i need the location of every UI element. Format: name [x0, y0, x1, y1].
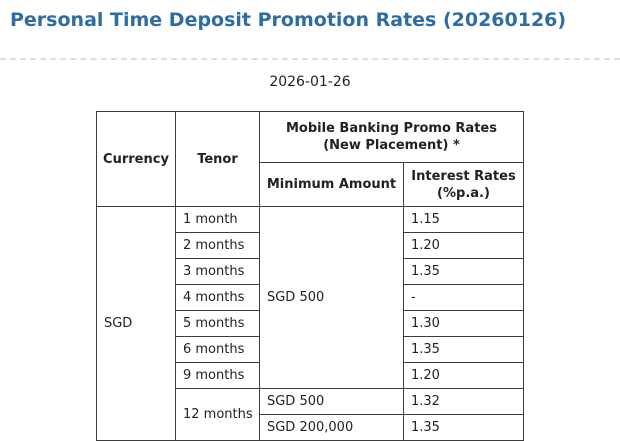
promo-group-line-2: (New Placement) * — [323, 138, 460, 153]
interest-rate-cell: 1.35 — [402, 258, 525, 285]
tenor-cell: 2 months — [174, 232, 260, 259]
header-cell-tenor: Tenor — [174, 111, 260, 207]
promo-group-line-1: Mobile Banking Promo Rates — [286, 121, 497, 136]
interest-rate-cell: 1.35 — [402, 414, 525, 441]
minimum-amount-cell: SGD 200,000 — [258, 414, 404, 441]
header-cell-currency: Currency — [95, 111, 176, 207]
table-header-row-2: Minimum Amount Interest Rates (%p.a.) — [96, 162, 525, 207]
header-cell-interest-rates: Interest Rates (%p.a.) — [402, 162, 525, 207]
interest-rate-cell: 1.35 — [402, 336, 525, 363]
tenor-cell: 3 months — [174, 258, 260, 285]
table-row: 2 months 1.20 — [96, 232, 525, 259]
table-row: 12 months SGD 500 1.32 — [96, 388, 525, 441]
interest-rate-cell: - — [402, 284, 525, 311]
table-row: 9 months 1.20 — [96, 362, 525, 389]
interest-rates-line-2: (%p.a.) — [437, 185, 490, 201]
interest-rate-cell: 1.15 — [402, 206, 525, 233]
tenor-cell: 12 months — [174, 388, 260, 441]
table-row: 4 months - — [96, 284, 525, 311]
minimum-amount-cell: SGD 500 — [258, 388, 404, 415]
header-cell-promo-group: Mobile Banking Promo Rates (New Placemen… — [258, 111, 525, 163]
header-cell-minimum-amount: Minimum Amount — [258, 162, 404, 207]
interest-rate-cell: 1.30 — [402, 310, 525, 337]
tenor-cell: 4 months — [174, 284, 260, 311]
tenor-cell: 6 months — [174, 336, 260, 363]
tenor-cell: 9 months — [174, 362, 260, 389]
interest-rates-line-1: Interest Rates — [411, 168, 516, 184]
tenor-cell: 1 month — [174, 206, 260, 233]
section-divider — [0, 58, 620, 60]
interest-rate-cell: 1.32 — [402, 388, 525, 415]
table-row: SGD 200,000 1.35 — [96, 414, 525, 441]
minimum-amount-cell: SGD 500 — [258, 206, 404, 389]
report-date: 2026-01-26 — [269, 74, 351, 90]
currency-cell: SGD — [95, 206, 176, 441]
interest-rate-cell: 1.20 — [402, 232, 525, 259]
interest-rate-cell: 1.20 — [402, 362, 525, 389]
table-row: SGD 1 month SGD 500 1.15 — [95, 206, 525, 441]
table-row: 5 months 1.30 — [96, 310, 525, 337]
promo-rates-table: Currency Tenor Mobile Banking Promo Rate… — [95, 111, 525, 441]
table-header-row-1: Currency Tenor Mobile Banking Promo Rate… — [95, 111, 525, 207]
page-title: Personal Time Deposit Promotion Rates (2… — [10, 9, 567, 31]
tenor-cell: 5 months — [174, 310, 260, 337]
